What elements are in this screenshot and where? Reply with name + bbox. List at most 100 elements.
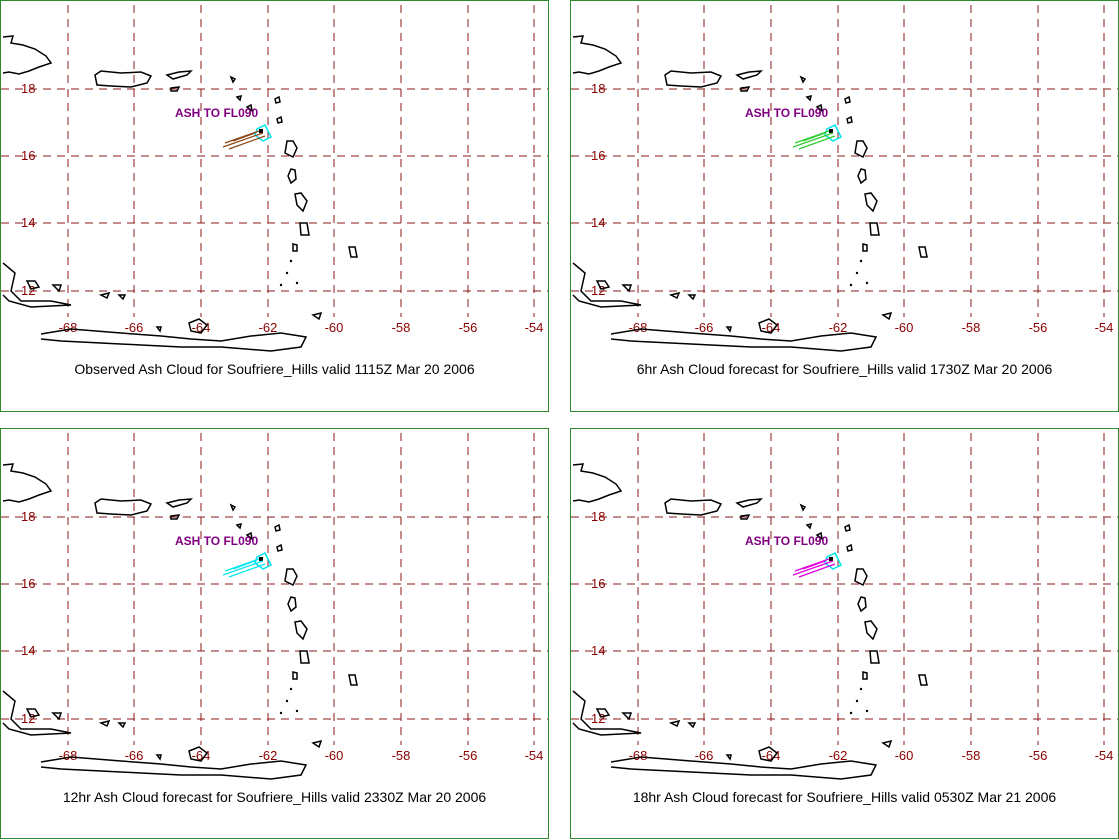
- coastline: [864, 192, 878, 213]
- coastline: [869, 650, 880, 664]
- ash-cloud-line: [232, 560, 256, 570]
- ash-height-label: ASH TO FL090: [175, 534, 258, 548]
- coastline: [844, 523, 851, 532]
- volcano-marker: [829, 557, 833, 561]
- coastline: [846, 115, 853, 124]
- coastline: [740, 514, 751, 520]
- lat-tick-label: 12: [591, 711, 605, 726]
- islet: [285, 271, 289, 275]
- coastline: [740, 86, 751, 92]
- lon-tick-label: -58: [392, 748, 411, 763]
- coastline: [284, 568, 298, 587]
- islet: [865, 709, 869, 713]
- coastline: [610, 756, 878, 780]
- coastline: [664, 70, 723, 88]
- lat-tick-label: 18: [21, 81, 35, 96]
- lon-tick-label: -54: [525, 748, 544, 763]
- coastline: [311, 311, 323, 321]
- lon-tick-label: -58: [962, 748, 981, 763]
- coastline: [735, 70, 763, 80]
- panel-forecast-6hr: -68 -66 -64 -62 -60 -58 -56 -54 18 16 14 12 ASH TO F…: [570, 0, 1119, 412]
- coastline: [229, 503, 237, 512]
- volcano-marker: [259, 557, 263, 561]
- islet: [849, 711, 853, 715]
- ash-cloud: [792, 130, 836, 150]
- coastline: [735, 498, 763, 508]
- coastline: [274, 95, 281, 104]
- coastline: [881, 311, 893, 321]
- coastline: [918, 246, 928, 258]
- coastline: [621, 284, 633, 293]
- coastline: [274, 523, 281, 532]
- coastline: [98, 291, 111, 300]
- coastline: [2, 262, 72, 308]
- coastline: [348, 246, 358, 258]
- ash-cloud-line: [228, 563, 266, 578]
- coastline: [165, 70, 193, 80]
- lon-tick-label: -54: [525, 320, 544, 335]
- lon-tick-label: -62: [259, 748, 278, 763]
- coastline: [799, 503, 807, 512]
- coastline: [188, 318, 209, 334]
- panel-forecast-12hr: -68 -66 -64 -62 -60 -58 -56 -54 18 16 14 12 ASH TO F…: [0, 428, 549, 839]
- coastline: [572, 463, 623, 503]
- lat-tick-label: 12: [591, 283, 605, 298]
- lon-tick-label: -60: [325, 320, 344, 335]
- coastline: [857, 596, 867, 613]
- coastline: [299, 650, 310, 664]
- coastline: [2, 35, 53, 75]
- volcano-marker: [259, 129, 263, 133]
- coastline: [687, 294, 697, 301]
- lon-tick-label: -62: [829, 748, 848, 763]
- coastline: [292, 243, 298, 252]
- ash-cloud-line: [802, 132, 826, 142]
- islet: [285, 699, 289, 703]
- coastline: [668, 719, 681, 728]
- coastline: [245, 531, 254, 541]
- ash-height-label: ASH TO FL090: [175, 106, 258, 120]
- coastline: [844, 95, 851, 104]
- lon-tick-label: -68: [629, 320, 648, 335]
- islet: [855, 699, 859, 703]
- coastline: [854, 140, 868, 159]
- coastline: [299, 222, 310, 236]
- ash-cloud-line: [222, 132, 264, 148]
- lon-tick-label: -58: [392, 320, 411, 335]
- coastline: [94, 70, 153, 88]
- coastline: [758, 746, 779, 762]
- lon-tick-label: -60: [325, 748, 344, 763]
- coastline: [854, 568, 868, 587]
- lon-tick-label: -66: [695, 748, 714, 763]
- panel-caption: 6hr Ash Cloud forecast for Soufriere_Hil…: [636, 361, 1053, 377]
- coastline: [881, 739, 893, 749]
- coastline: [869, 222, 880, 236]
- coastline: [235, 522, 243, 530]
- islet: [279, 283, 283, 287]
- lat-tick-label: 12: [21, 711, 35, 726]
- coastline: [805, 94, 813, 102]
- lat-tick-label: 18: [591, 509, 605, 524]
- lat-tick-label: 12: [21, 283, 35, 298]
- coastline: [348, 674, 358, 686]
- coastline: [235, 94, 243, 102]
- lat-tick-label: 18: [591, 81, 605, 96]
- islet: [295, 281, 299, 285]
- coastline: [595, 280, 611, 290]
- coastline: [117, 722, 127, 729]
- coastline: [245, 103, 254, 113]
- ash-cloud-line: [792, 560, 834, 576]
- coastline: [572, 690, 642, 736]
- coastline: [294, 192, 308, 213]
- lat-tick-label: 14: [21, 643, 35, 658]
- coastline: [229, 75, 237, 84]
- coastline: [155, 326, 162, 333]
- coastline: [40, 756, 308, 780]
- lat-tick-label: 14: [21, 215, 35, 230]
- coastline: [287, 168, 297, 185]
- lon-tick-label: -66: [125, 748, 144, 763]
- coastline: [687, 722, 697, 729]
- islet: [859, 259, 863, 263]
- lon-tick-label: -60: [895, 748, 914, 763]
